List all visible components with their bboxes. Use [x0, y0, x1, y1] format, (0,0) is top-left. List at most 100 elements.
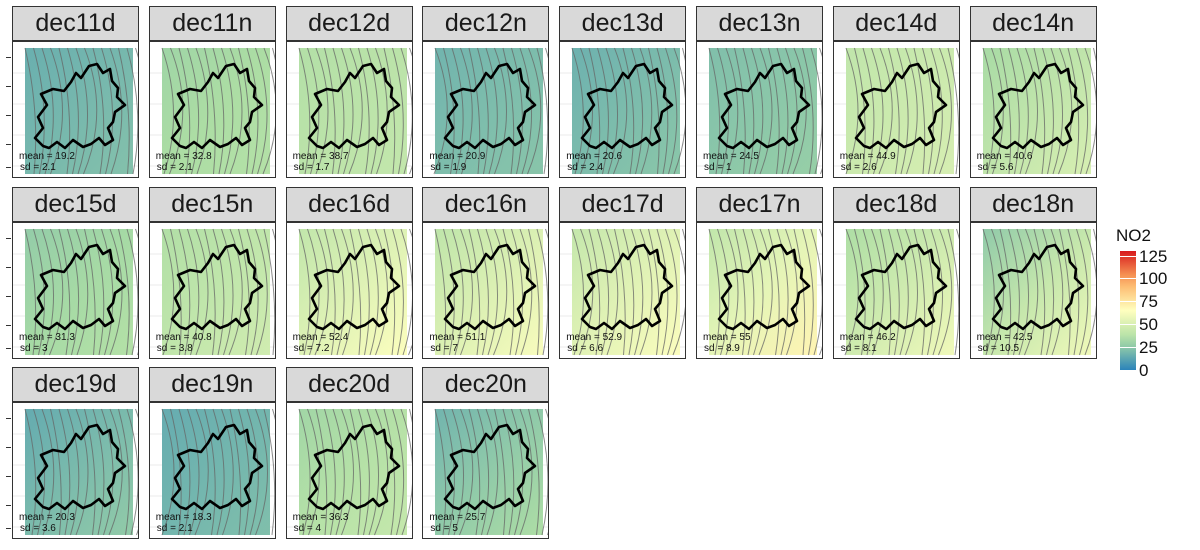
- contour-line: [930, 228, 943, 356]
- facet-plot-area: [422, 402, 550, 539]
- facet-plot-area: [12, 222, 139, 359]
- contour-line: [118, 228, 130, 356]
- contour-line: [459, 408, 474, 536]
- contour-line: [67, 47, 79, 175]
- region-outline: [307, 243, 400, 331]
- contour-line: [605, 228, 619, 356]
- contour-line: [758, 228, 773, 356]
- region-outline: [170, 423, 264, 511]
- sd-annotation: sd = 1: [704, 162, 732, 173]
- facet-strip-label: dec19d: [12, 367, 139, 402]
- contour-line: [579, 228, 594, 356]
- contour-line: [433, 47, 449, 175]
- facet-panel: dec13n mean = 24.5 sd = 1: [696, 6, 823, 178]
- contour-line: [717, 228, 730, 356]
- contour-line: [84, 408, 96, 536]
- contour-line: [161, 228, 175, 356]
- contour-line: [340, 47, 354, 175]
- contour-line: [332, 228, 345, 356]
- y-tick: [6, 447, 11, 448]
- contour-line: [237, 408, 250, 536]
- y-tick: [6, 296, 11, 297]
- region-outline: [854, 243, 948, 331]
- region-outline: [170, 243, 264, 331]
- region-outline: [854, 62, 948, 150]
- contour-map: [970, 228, 1096, 356]
- contour-line: [672, 228, 686, 356]
- mean-annotation: mean = 19.2: [19, 151, 75, 162]
- y-axis-ticks: [6, 402, 12, 537]
- contour-line: [383, 47, 395, 175]
- mean-annotation: mean = 20.6: [566, 151, 623, 162]
- contour-line: [1050, 47, 1063, 175]
- contour-line: [298, 228, 311, 356]
- contour-line: [408, 47, 412, 175]
- contour-line: [315, 408, 327, 536]
- contour-line: [24, 228, 37, 356]
- contour-line: [519, 408, 533, 536]
- y-tick: [6, 57, 11, 58]
- contour-map: [149, 408, 275, 536]
- sd-annotation: sd = 2.1: [156, 162, 193, 173]
- contour-line: [101, 228, 114, 356]
- y-tick: [6, 144, 11, 145]
- contour-line: [580, 47, 594, 175]
- contour-line: [366, 47, 379, 175]
- y-tick: [6, 325, 11, 326]
- y-tick: [6, 418, 11, 419]
- contour-line: [237, 47, 250, 175]
- mean-annotation: mean = 44.9: [839, 151, 896, 162]
- facet-strip-label: dec11d: [12, 6, 139, 41]
- mean-annotation: mean = 51.1: [429, 332, 486, 343]
- contour-line: [50, 47, 63, 175]
- contour-map: [286, 47, 412, 175]
- contour-line: [468, 228, 481, 356]
- facet-strip-label: dec15d: [12, 187, 139, 222]
- contour-line: [67, 228, 80, 356]
- contour-line: [588, 47, 601, 175]
- contour-line: [1007, 47, 1020, 175]
- facet-plot-area: [285, 222, 413, 359]
- region-outline: [33, 423, 127, 511]
- y-axis-ticks: [6, 41, 12, 176]
- contour-line: [408, 408, 412, 424]
- contour-line: [178, 408, 191, 536]
- contour-line: [340, 228, 354, 356]
- contour-line: [306, 228, 320, 356]
- legend-tick-mark: [1120, 347, 1136, 349]
- contour-line: [810, 228, 822, 356]
- contour-line: [161, 47, 174, 175]
- facet-plot-area: [559, 41, 687, 178]
- facet-panel: dec14n mean = 40.6 sd = 5.6: [969, 6, 1097, 178]
- contour-line: [878, 47, 893, 175]
- facet-strip-label: dec13d: [559, 6, 687, 41]
- contour-line: [126, 228, 138, 356]
- y-tick: [6, 238, 11, 239]
- facet-plot-area: [148, 402, 276, 539]
- contour-line: [527, 47, 542, 175]
- region-outline: [717, 62, 811, 150]
- contour-line: [126, 408, 138, 536]
- contour-line: [477, 408, 490, 536]
- contour-line: [75, 408, 89, 536]
- contour-line: [33, 228, 45, 356]
- mean-annotation: mean = 24.5: [703, 151, 759, 162]
- contour-line: [24, 408, 37, 536]
- contour-line: [212, 408, 225, 536]
- contour-line: [742, 228, 755, 356]
- contour-line: [49, 228, 64, 356]
- mean-annotation: mean = 20.3: [19, 512, 75, 523]
- contour-line: [1092, 47, 1096, 63]
- contour-line: [614, 228, 626, 356]
- mean-annotation: mean = 25.7: [429, 512, 486, 523]
- contour-line: [734, 47, 746, 175]
- contour-line: [1023, 228, 1038, 356]
- contour-line: [443, 408, 456, 536]
- contour-line: [126, 47, 138, 175]
- facet-strip-label: dec20d: [285, 367, 413, 402]
- contour-map: [149, 47, 275, 175]
- facet-panel: dec20n mean = 25.7 sd = 5: [422, 367, 550, 539]
- contour-line: [536, 228, 549, 356]
- sd-annotation: sd = 3: [20, 343, 48, 354]
- sd-annotation: sd = 2.1: [156, 523, 193, 534]
